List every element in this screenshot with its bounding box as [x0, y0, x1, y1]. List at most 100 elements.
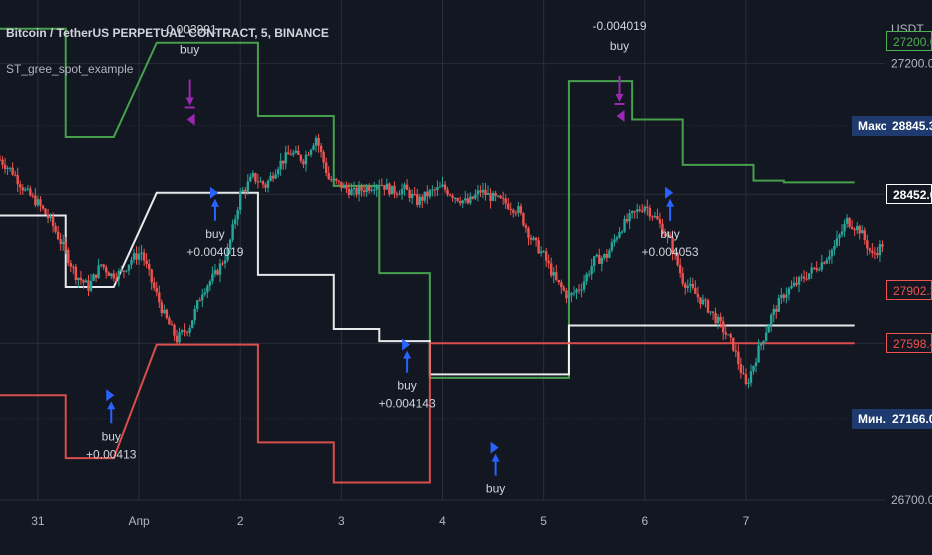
- entry-marker-icon: [106, 389, 115, 402]
- candle-body: [823, 262, 826, 264]
- candle-body: [772, 308, 775, 315]
- candle-body: [125, 270, 128, 272]
- candle-body: [362, 190, 366, 193]
- price-label: 27166.0: [886, 408, 932, 429]
- candle-body: [489, 193, 492, 201]
- candle-body: [691, 283, 695, 289]
- buy-arrow-icon: [491, 453, 500, 462]
- candle-body: [603, 254, 606, 259]
- candle-body: [519, 206, 523, 214]
- candle-body: [26, 188, 30, 190]
- candle-body: [218, 263, 222, 275]
- candle-body: [309, 149, 313, 155]
- candle-body: [853, 228, 856, 231]
- signal-label: buy: [660, 227, 679, 241]
- candle-body: [34, 195, 37, 206]
- candle-body: [251, 173, 255, 177]
- signal-label: buy: [102, 429, 121, 443]
- candle-body: [132, 253, 136, 260]
- candle-body: [24, 189, 27, 191]
- candle-body: [405, 184, 409, 191]
- candle-body: [623, 219, 626, 232]
- candle-body: [347, 188, 351, 196]
- candle-body: [757, 345, 760, 363]
- candle-body: [249, 176, 252, 182]
- candle-body: [818, 269, 821, 271]
- candle-body: [97, 265, 100, 278]
- candle-body: [534, 237, 538, 241]
- candle-body: [780, 294, 783, 299]
- candle-body: [352, 187, 356, 190]
- candle-body: [582, 281, 586, 290]
- candle-body: [259, 181, 262, 183]
- candle-body: [461, 200, 464, 204]
- candle-body: [178, 332, 181, 343]
- candle-body: [350, 189, 353, 196]
- candle-body: [656, 215, 659, 220]
- candle-body: [585, 274, 588, 282]
- x-tick-label: 3: [338, 514, 345, 528]
- buy-arrow-icon: [666, 198, 675, 207]
- candle-body: [115, 278, 118, 280]
- candle-body: [737, 351, 740, 365]
- candle-body: [651, 216, 654, 218]
- indicator-name[interactable]: ST_gree_spot_example: [6, 62, 134, 76]
- x-tick-label: 4: [439, 514, 446, 528]
- candle-body: [216, 270, 219, 275]
- candle-body: [383, 185, 386, 190]
- candle-body: [170, 324, 174, 326]
- candle-body: [388, 183, 391, 195]
- candle-body: [810, 267, 813, 274]
- candle-body: [1, 159, 4, 165]
- candle-body: [147, 263, 151, 270]
- candle-body: [747, 382, 750, 385]
- candle-body: [517, 206, 520, 213]
- candle-body: [701, 299, 705, 305]
- candle-body: [714, 312, 717, 324]
- candle-body: [474, 194, 477, 199]
- candle-body: [666, 235, 669, 237]
- candle-body: [330, 179, 333, 181]
- candle-body: [59, 239, 62, 245]
- candle-body: [681, 273, 684, 284]
- candle-body: [297, 150, 300, 155]
- candle-body: [532, 237, 535, 240]
- candle-body: [580, 289, 583, 291]
- x-tick-label: 7: [743, 514, 750, 528]
- candle-body: [550, 263, 553, 276]
- candle-body: [593, 256, 596, 267]
- candle-body: [51, 215, 55, 227]
- candle-body: [13, 174, 17, 176]
- candle-body: [630, 211, 634, 214]
- candle-body: [3, 164, 7, 169]
- candle-body: [196, 300, 199, 309]
- candle-body: [446, 189, 449, 195]
- candle-body: [711, 311, 715, 313]
- candle-body: [636, 209, 639, 212]
- candle-body: [130, 259, 133, 265]
- candle-body: [507, 203, 510, 209]
- candle-body: [625, 219, 629, 222]
- candle-body: [673, 253, 677, 255]
- candle-body: [254, 173, 257, 182]
- candle-body: [863, 230, 866, 241]
- candle-body: [727, 334, 730, 336]
- candle-body: [469, 196, 472, 204]
- candle-body: [36, 199, 40, 206]
- candle-body: [494, 192, 497, 197]
- signal-value: +0.004053: [642, 245, 699, 259]
- candle-body: [739, 364, 743, 373]
- candle-body: [168, 318, 171, 325]
- candle-body: [87, 280, 90, 291]
- symbol-title[interactable]: Bitcoin / TetherUS PERPETUAL CONTRACT, 5…: [6, 26, 329, 40]
- candle-body: [49, 215, 52, 219]
- candle-body: [67, 249, 70, 264]
- candle-body: [663, 234, 667, 236]
- entry-marker-icon: [402, 338, 411, 351]
- exit-marker-icon: [186, 113, 195, 126]
- candle-body: [620, 231, 624, 233]
- candle-body: [830, 249, 834, 257]
- candle-body: [312, 145, 315, 150]
- candle-body: [729, 334, 732, 338]
